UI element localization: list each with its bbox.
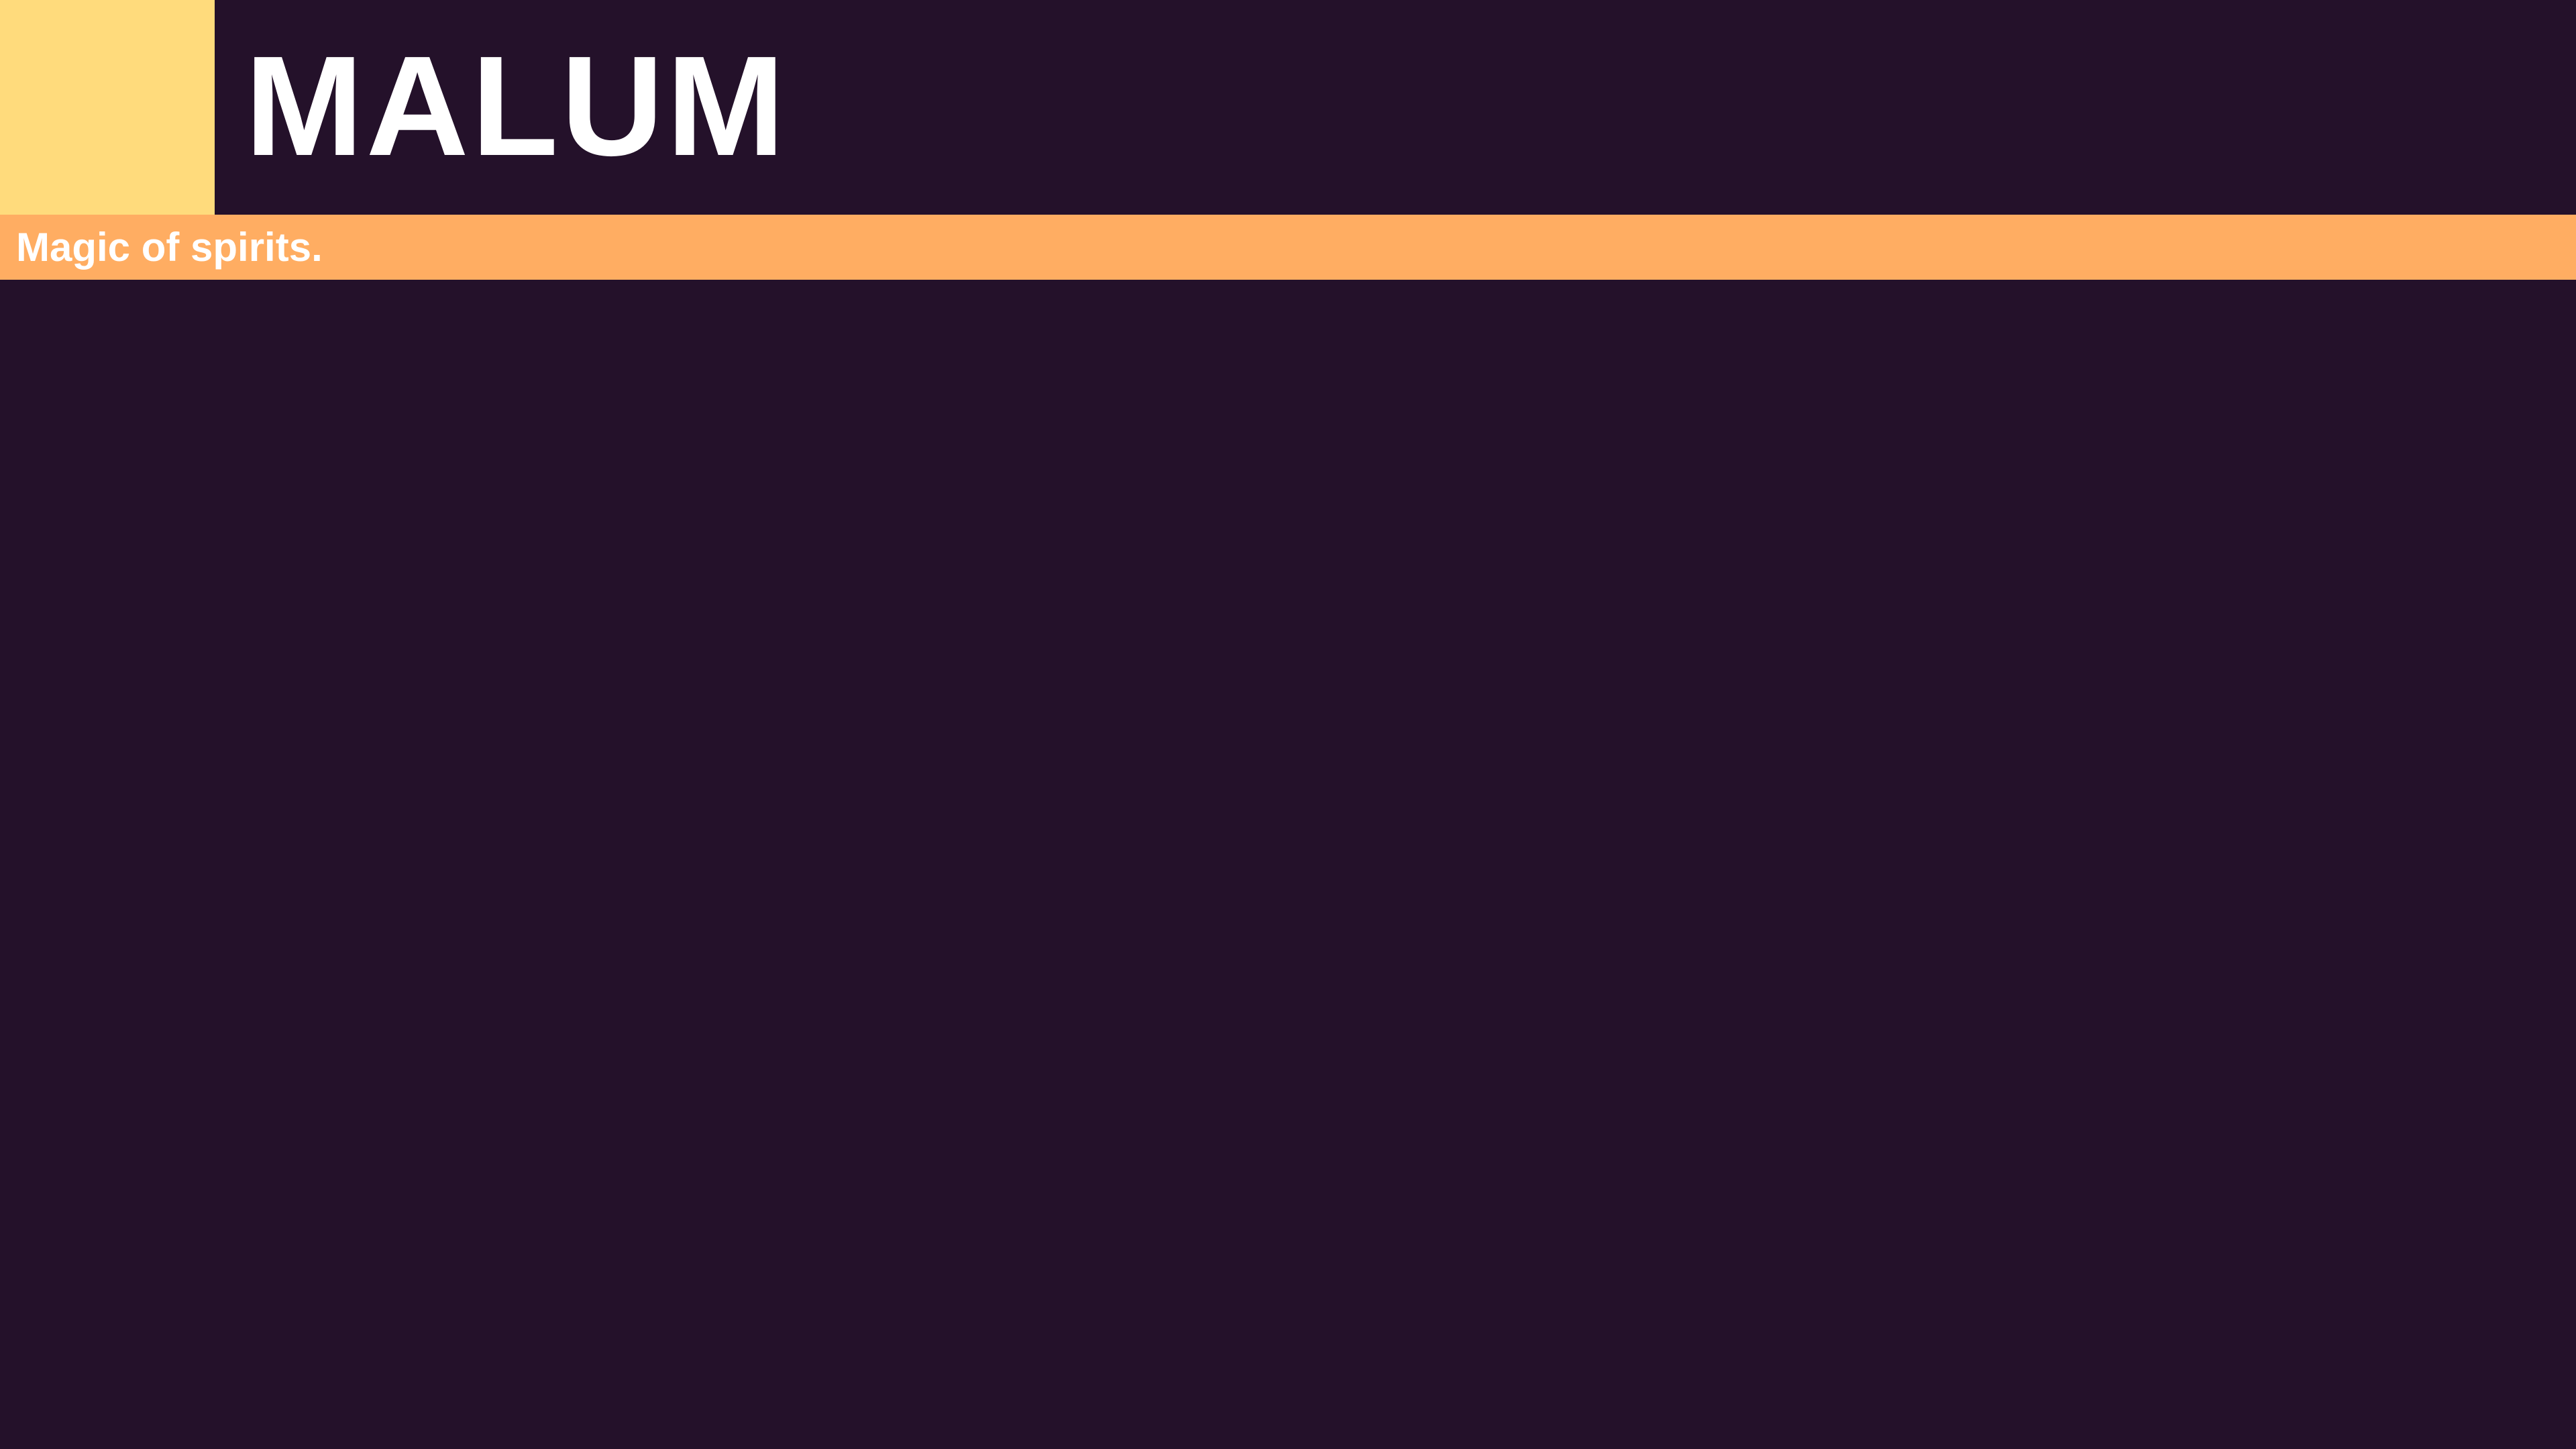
accent-square xyxy=(0,0,215,215)
content-area xyxy=(0,280,2576,1449)
page-title: MALUM xyxy=(245,26,788,185)
subtitle: Magic of spirits. xyxy=(16,225,323,270)
header: MALUM xyxy=(0,0,2576,215)
subtitle-bar: Magic of spirits. xyxy=(0,215,2576,280)
